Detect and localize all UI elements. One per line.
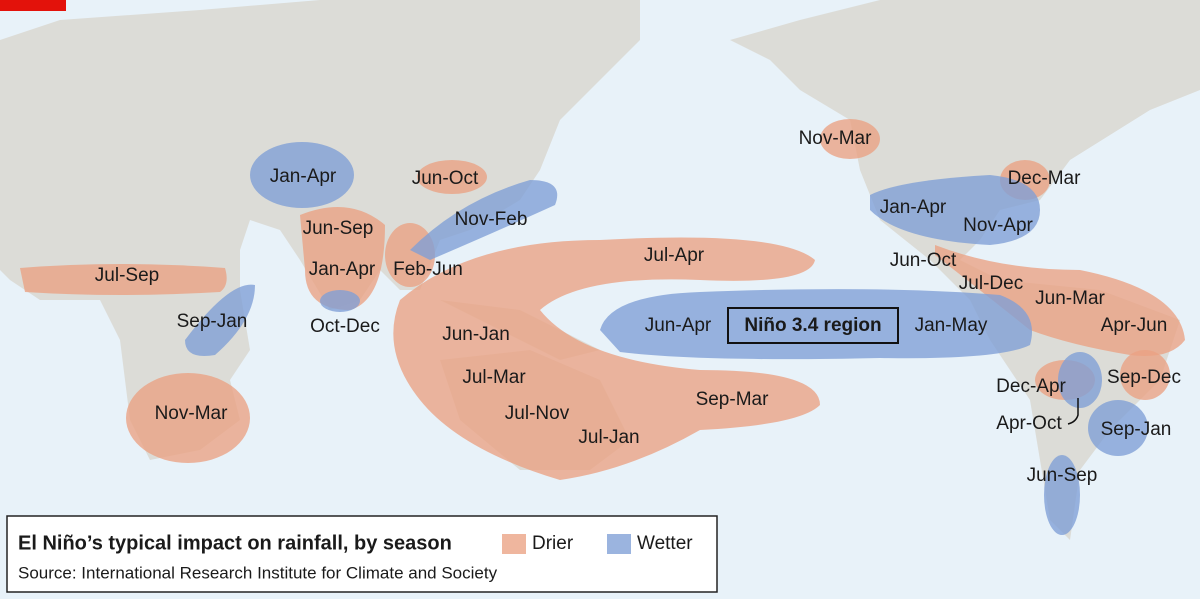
season-label: Jan-May — [915, 315, 988, 336]
season-label: Jun-Apr — [645, 315, 712, 336]
region-label: Niño 3.4 region — [744, 315, 881, 336]
season-label: Jun-Oct — [412, 168, 479, 189]
season-label: Jul-Jan — [578, 427, 639, 448]
season-label: Jul-Nov — [505, 403, 570, 424]
season-label: Feb-Jun — [393, 259, 463, 280]
legend-item: Drier — [532, 533, 574, 554]
season-label: Apr-Oct — [996, 413, 1062, 434]
season-label: Jun-Sep — [1027, 465, 1098, 486]
season-label: Sep-Mar — [696, 389, 770, 410]
brand-bar — [0, 0, 66, 11]
season-label: Nov-Feb — [455, 209, 528, 230]
season-labels: Jan-Apr Jun-Oct Nov-Feb Jun-Sep Jan-Apr Feb-J… — [95, 128, 1181, 486]
season-label: Nov-Mar — [799, 128, 873, 149]
season-label: Sep-Jan — [1101, 419, 1172, 440]
season-label: Nov-Mar — [155, 403, 229, 424]
season-label: Dec-Apr — [996, 376, 1066, 397]
season-label: Sep-Jan — [177, 311, 248, 332]
legend-item: Wetter — [637, 533, 693, 554]
season-label: Jun-Mar — [1035, 288, 1105, 309]
season-label: Jul-Sep — [95, 265, 159, 286]
season-label: Jan-Apr — [270, 166, 337, 187]
swatch-wetter — [607, 534, 631, 554]
legend-box — [6, 515, 718, 593]
season-label: Jul-Mar — [462, 367, 526, 388]
pointer — [1067, 398, 1079, 425]
season-label: Jul-Dec — [959, 273, 1023, 294]
season-label: Oct-Dec — [310, 316, 380, 337]
legend-title: El Niño’s typical impact on rainfall, by… — [18, 532, 452, 554]
season-label: Nov-Apr — [963, 215, 1033, 236]
season-label: Sep-Dec — [1107, 367, 1181, 388]
season-label: Dec-Mar — [1008, 168, 1082, 189]
nino-box — [727, 307, 899, 344]
season-label: Jun-Jan — [442, 324, 510, 345]
season-label: Jan-Apr — [309, 259, 376, 280]
wetter-zones — [185, 142, 1148, 535]
legend: El Niño’s typical impact on rainfall, by… — [6, 515, 718, 593]
season-label: Jan-Apr — [880, 197, 947, 218]
swatch-drier — [502, 534, 526, 554]
season-label: Jun-Sep — [303, 218, 374, 239]
season-label: Jul-Apr — [644, 245, 705, 266]
source: Source: International Research Institute… — [18, 563, 498, 582]
season-label: Jun-Oct — [890, 250, 957, 271]
season-label: Apr-Jun — [1101, 315, 1168, 336]
